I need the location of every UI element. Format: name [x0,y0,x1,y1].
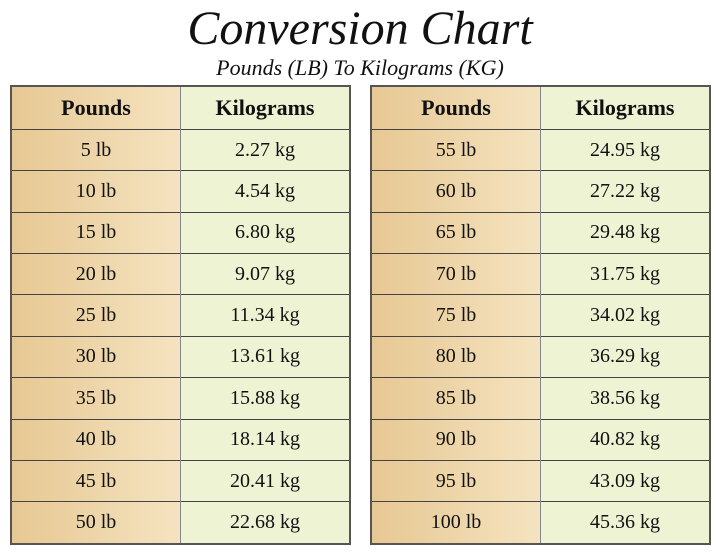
table-cell: 18.14 kg [180,418,350,461]
table-cell: 30 lb [11,335,181,378]
table-cell: 45 lb [11,459,181,502]
table-cell: 20.41 kg [180,459,350,502]
table-cell: 38.56 kg [540,377,710,420]
table-cell: 27.22 kg [540,170,710,213]
table-row: 70 lb 31.75 kg [371,253,710,295]
table-cell: 15 lb [11,211,181,254]
conversion-table: Pounds Kilograms 5 lb 2.27 kg 10 lb 4.54 kg 15… [10,85,351,545]
table-cell: 65 lb [371,211,541,254]
table-cell: 10 lb [11,170,181,213]
table-cell: 34.02 kg [540,294,710,337]
table-row: 15 lb 6.80 kg [11,211,350,254]
table-row: 100 lb 45.36 kg [371,501,710,544]
conversion-table: Pounds Kilograms 55 lb 24.95 kg 60 lb 27.22 k… [370,85,711,545]
table-row: 90 lb 40.82 kg [371,418,710,461]
table-cell: 6.80 kg [180,211,350,254]
table-cell: 36.29 kg [540,335,710,378]
table-row: 20 lb 9.07 kg [11,253,350,295]
table-cell: 9.07 kg [180,253,350,295]
table-cell: 80 lb [371,335,541,378]
table-cell: 5 lb [11,128,181,171]
table-row: 50 lb 22.68 kg [11,501,350,544]
table-cell: 85 lb [371,377,541,420]
table-cell: 90 lb [371,418,541,461]
table-cell: 24.95 kg [540,128,710,171]
table-row: 25 lb 11.34 kg [11,294,350,337]
table-cell: 29.48 kg [540,211,710,254]
table-cell: 75 lb [371,294,541,337]
table-row: 5 lb 2.27 kg [11,128,350,171]
table-row: 85 lb 38.56 kg [371,377,710,420]
table-cell: 31.75 kg [540,253,710,295]
table-cell: 43.09 kg [540,459,710,502]
table-cell: 2.27 kg [180,128,350,171]
table-row: 75 lb 34.02 kg [371,294,710,337]
header-row: Pounds Kilograms [11,85,350,130]
table-row: 95 lb 43.09 kg [371,459,710,502]
table-cell: 55 lb [371,128,541,171]
table-cell: 95 lb [371,459,541,502]
table-row: 65 lb 29.48 kg [371,211,710,254]
table-row: 10 lb 4.54 kg [11,170,350,213]
table-cell: 20 lb [11,253,181,295]
table-row: 55 lb 24.95 kg [371,128,710,171]
table-cell: 100 lb [371,501,541,544]
subtitle: Pounds (LB) To Kilograms (KG) [216,55,504,80]
table-cell: 45.36 kg [540,501,710,544]
column-header: Pounds [371,85,541,130]
table-cell: 11.34 kg [180,294,350,337]
table-row: 30 lb 13.61 kg [11,335,350,378]
table-row: 80 lb 36.29 kg [371,335,710,378]
table-row: 60 lb 27.22 kg [371,170,710,213]
table-cell: 40 lb [11,418,181,461]
table-cell: 50 lb [11,501,181,544]
column-header: Pounds [11,85,181,130]
column-header: Kilograms [540,85,710,130]
table-row: 40 lb 18.14 kg [11,418,350,461]
table-cell: 40.82 kg [540,418,710,461]
table-cell: 25 lb [11,294,181,337]
table-cell: 35 lb [11,377,181,420]
table-cell: 15.88 kg [180,377,350,420]
table-row: 35 lb 15.88 kg [11,377,350,420]
header-row: Pounds Kilograms [371,85,710,130]
table-cell: 70 lb [371,253,541,295]
title: Conversion Chart [187,2,533,55]
table-cell: 4.54 kg [180,170,350,213]
table-row: 45 lb 20.41 kg [11,459,350,502]
table-cell: 13.61 kg [180,335,350,378]
column-header: Kilograms [180,85,350,130]
table-cell: 60 lb [371,170,541,213]
table-cell: 22.68 kg [180,501,350,544]
